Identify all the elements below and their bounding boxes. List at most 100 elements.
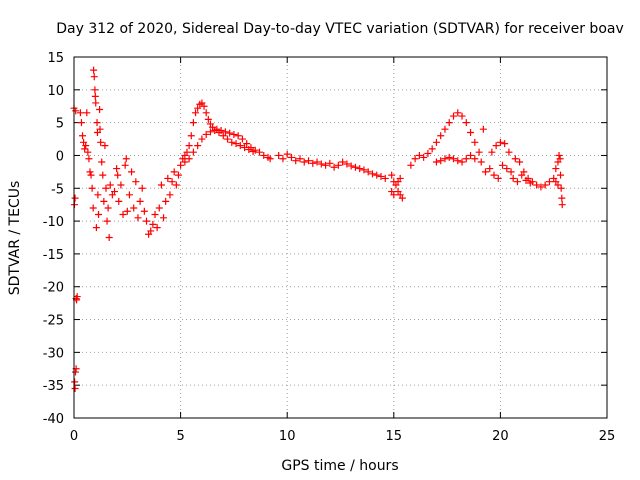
data-point bbox=[97, 138, 105, 146]
data-point bbox=[93, 119, 101, 127]
data-point bbox=[211, 127, 219, 135]
data-point bbox=[492, 142, 500, 150]
data-point bbox=[121, 161, 129, 169]
data-point bbox=[501, 140, 509, 148]
data-point bbox=[388, 188, 396, 196]
data-point bbox=[488, 148, 496, 156]
data-point bbox=[83, 109, 91, 117]
x-tick-marks bbox=[73, 57, 608, 418]
data-point bbox=[132, 178, 140, 186]
data-point bbox=[90, 73, 98, 81]
data-point bbox=[396, 174, 404, 182]
y-tick-label: 15 bbox=[47, 51, 64, 66]
data-point bbox=[479, 125, 487, 133]
data-point bbox=[445, 119, 453, 127]
data-point bbox=[260, 151, 268, 159]
data-point bbox=[322, 161, 330, 169]
data-point bbox=[292, 157, 300, 165]
data-point bbox=[454, 109, 462, 117]
data-point bbox=[552, 178, 560, 186]
data-point bbox=[432, 138, 440, 146]
data-point bbox=[96, 106, 104, 114]
y-tick-label: 10 bbox=[47, 84, 64, 99]
data-point bbox=[138, 184, 146, 192]
data-point bbox=[189, 119, 197, 127]
data-point bbox=[555, 151, 563, 159]
x-tick-label: 25 bbox=[599, 429, 616, 444]
y-tick-label: -35 bbox=[43, 379, 64, 394]
data-point bbox=[168, 178, 176, 186]
data-point bbox=[202, 130, 210, 138]
data-point bbox=[339, 158, 347, 166]
data-point bbox=[449, 112, 457, 120]
data-point bbox=[486, 165, 494, 173]
data-point bbox=[123, 207, 131, 215]
data-point bbox=[499, 161, 507, 169]
data-point bbox=[505, 148, 513, 156]
data-point bbox=[356, 165, 364, 173]
y-tick-labels: 15 10 5 0 -5 -10 -15 -20 -25 -30 -35 -40 bbox=[43, 51, 64, 427]
data-point bbox=[377, 172, 385, 180]
data-point bbox=[364, 168, 372, 176]
data-point bbox=[221, 128, 229, 136]
data-point bbox=[415, 151, 423, 159]
data-point bbox=[140, 207, 148, 215]
data-point bbox=[557, 184, 565, 192]
data-point bbox=[309, 159, 317, 167]
data-point bbox=[557, 171, 565, 179]
data-point bbox=[77, 119, 85, 127]
data-point bbox=[82, 142, 90, 150]
data-point bbox=[185, 142, 193, 150]
data-point bbox=[287, 153, 295, 161]
data-point bbox=[85, 155, 93, 163]
data-point bbox=[424, 149, 432, 157]
data-point bbox=[249, 148, 257, 156]
data-point bbox=[155, 204, 163, 212]
data-point bbox=[79, 132, 87, 140]
data-point bbox=[305, 157, 313, 165]
grid-lines bbox=[74, 57, 607, 418]
data-point bbox=[458, 158, 466, 166]
data-point bbox=[117, 181, 125, 189]
data-point bbox=[114, 171, 122, 179]
data-point bbox=[71, 384, 79, 392]
data-point bbox=[347, 162, 355, 170]
plot-area-border bbox=[73, 56, 608, 419]
data-point bbox=[300, 158, 308, 166]
data-point bbox=[232, 140, 240, 148]
data-point bbox=[407, 161, 415, 169]
data-point bbox=[151, 211, 159, 219]
data-point bbox=[91, 92, 99, 100]
data-point bbox=[238, 135, 246, 143]
y-tick-label: -5 bbox=[51, 182, 64, 197]
y-tick-label: -40 bbox=[43, 412, 64, 427]
data-point bbox=[420, 153, 428, 161]
data-point bbox=[475, 148, 483, 156]
data-point bbox=[477, 158, 485, 166]
data-point bbox=[490, 171, 498, 179]
data-point bbox=[241, 144, 249, 152]
data-point bbox=[449, 155, 457, 163]
data-point bbox=[160, 214, 168, 222]
x-tick-labels: 0 5 10 15 20 25 bbox=[70, 429, 615, 444]
data-point bbox=[373, 171, 381, 179]
data-point bbox=[84, 148, 92, 156]
y-tick-label: 5 bbox=[56, 117, 64, 132]
y-tick-label: -25 bbox=[43, 314, 64, 329]
data-point bbox=[368, 170, 376, 178]
y-axis-label: SDTVAR / TECUs bbox=[7, 181, 23, 296]
data-point bbox=[398, 194, 406, 202]
data-point bbox=[92, 224, 100, 232]
data-point bbox=[81, 145, 89, 153]
x-tick-label: 15 bbox=[386, 429, 403, 444]
data-point bbox=[86, 168, 94, 176]
data-point bbox=[279, 155, 287, 163]
chart-title: Day 312 of 2020, Sidereal Day-to-day VTE… bbox=[56, 21, 624, 37]
data-point bbox=[204, 115, 212, 123]
data-point bbox=[224, 135, 232, 143]
data-point bbox=[102, 184, 110, 192]
data-point bbox=[166, 191, 174, 199]
data-point bbox=[113, 165, 121, 173]
data-point bbox=[313, 158, 321, 166]
